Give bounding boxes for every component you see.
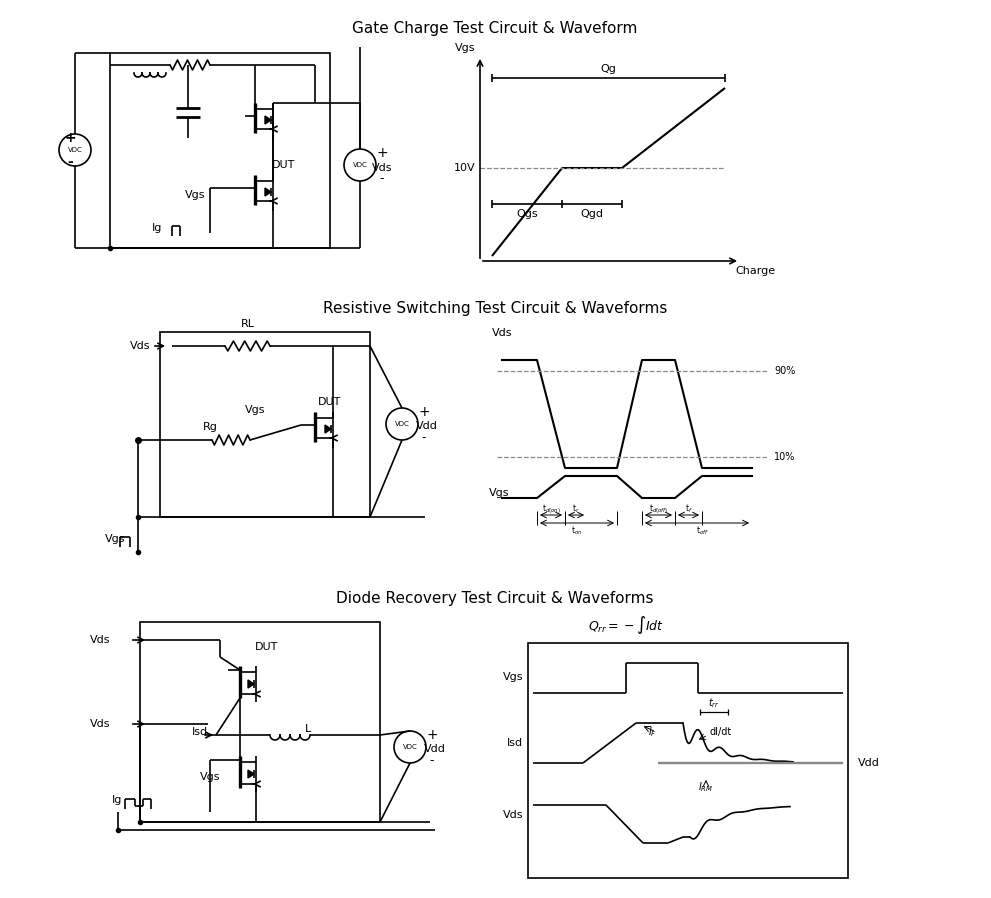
Text: +: + <box>64 131 76 145</box>
Text: Vgs: Vgs <box>502 672 523 682</box>
Text: -: - <box>380 172 385 186</box>
Text: -: - <box>422 432 426 445</box>
Text: +: + <box>377 146 387 160</box>
Text: DUT: DUT <box>272 160 295 170</box>
Text: Vgs: Vgs <box>245 405 265 415</box>
Text: Gate Charge Test Circuit & Waveform: Gate Charge Test Circuit & Waveform <box>353 21 637 36</box>
Text: VDC: VDC <box>402 744 417 750</box>
Text: t$_{d(off)}$: t$_{d(off)}$ <box>649 502 669 515</box>
Text: Vgs: Vgs <box>105 534 126 544</box>
Polygon shape <box>248 770 254 778</box>
Text: Resistive Switching Test Circuit & Waveforms: Resistive Switching Test Circuit & Wavef… <box>323 301 667 315</box>
Text: 90%: 90% <box>774 365 796 375</box>
Bar <box>528 643 848 878</box>
Text: VDC: VDC <box>67 147 82 153</box>
Text: Isd: Isd <box>192 727 208 737</box>
Text: t$_{on}$: t$_{on}$ <box>571 524 583 537</box>
Text: Isd: Isd <box>506 738 523 748</box>
Text: Vds: Vds <box>492 328 512 338</box>
Text: RL: RL <box>241 319 255 329</box>
Text: Vdd: Vdd <box>416 421 438 431</box>
Text: Vgs: Vgs <box>200 772 221 782</box>
Text: Charge: Charge <box>735 266 775 276</box>
Text: Ig: Ig <box>112 795 122 805</box>
Text: Vds: Vds <box>89 635 110 645</box>
Text: Rg: Rg <box>202 422 217 432</box>
Polygon shape <box>325 425 331 433</box>
Text: Qgd: Qgd <box>581 209 604 219</box>
Text: +: + <box>426 728 438 742</box>
Text: -: - <box>67 155 73 169</box>
Text: +: + <box>418 405 430 419</box>
Text: Vdd: Vdd <box>858 758 880 768</box>
Text: Vgs: Vgs <box>489 488 509 498</box>
Text: t$_r$: t$_r$ <box>572 503 580 515</box>
Bar <box>110 53 330 248</box>
Bar <box>140 622 380 822</box>
Text: 10V: 10V <box>453 163 475 173</box>
Text: Ig: Ig <box>152 223 163 233</box>
Bar <box>160 332 370 517</box>
Text: Vds: Vds <box>89 719 110 729</box>
Text: Qg: Qg <box>601 64 616 74</box>
Polygon shape <box>265 188 271 196</box>
Text: $t_{rr}$: $t_{rr}$ <box>709 696 719 710</box>
Polygon shape <box>265 116 271 124</box>
Text: dI/dt: dI/dt <box>710 727 732 737</box>
Text: Vds: Vds <box>130 341 151 351</box>
Text: 10%: 10% <box>774 453 796 462</box>
Text: $I_F$: $I_F$ <box>648 725 657 739</box>
Text: Diode Recovery Test Circuit & Waveforms: Diode Recovery Test Circuit & Waveforms <box>336 591 654 605</box>
Text: VDC: VDC <box>394 421 409 427</box>
Text: DUT: DUT <box>255 642 278 652</box>
Text: t$_{d(on)}$: t$_{d(on)}$ <box>542 502 561 515</box>
Text: Vgs: Vgs <box>455 43 475 53</box>
Text: Vds: Vds <box>372 163 392 173</box>
Text: L: L <box>305 724 311 734</box>
Text: Vdd: Vdd <box>424 744 446 754</box>
Text: VDC: VDC <box>353 162 368 168</box>
Text: Qgs: Qgs <box>516 209 538 219</box>
Text: t$_{off}$: t$_{off}$ <box>696 524 709 537</box>
Polygon shape <box>248 680 254 688</box>
Text: $I_{RM}$: $I_{RM}$ <box>699 780 714 794</box>
Text: $Q_{rr} = -\int Idt$: $Q_{rr} = -\int Idt$ <box>588 614 664 636</box>
Text: Vds: Vds <box>502 810 523 820</box>
Text: t$_f$: t$_f$ <box>685 503 693 515</box>
Text: -: - <box>430 754 434 768</box>
Text: Vgs: Vgs <box>185 190 205 200</box>
Text: DUT: DUT <box>318 397 341 407</box>
